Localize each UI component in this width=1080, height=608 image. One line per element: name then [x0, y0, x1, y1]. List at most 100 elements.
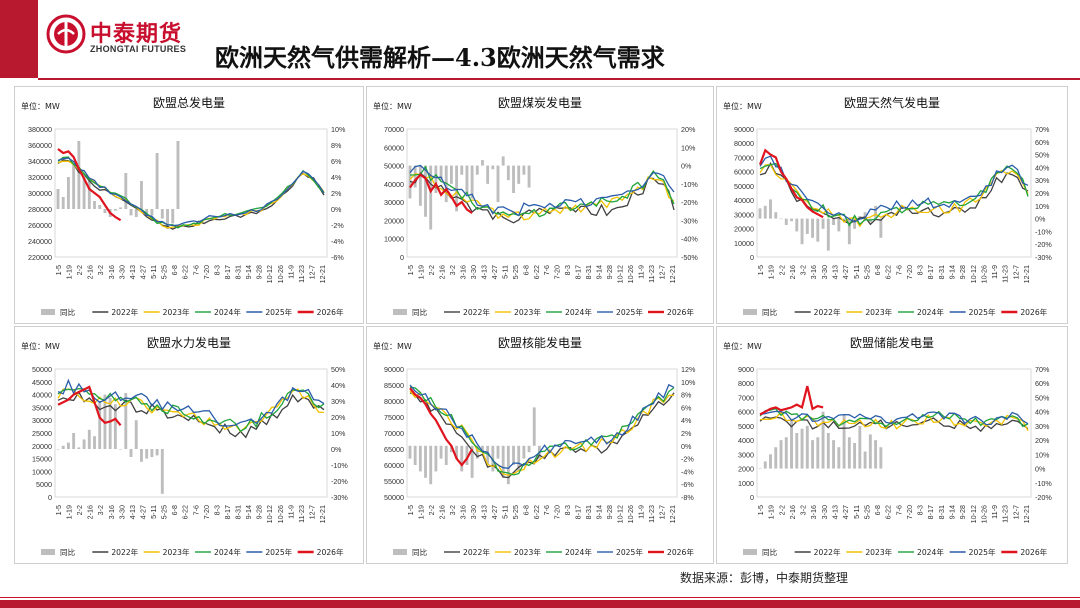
y2-tick-label: 50%	[1035, 393, 1050, 402]
chart-panel-coal: 欧盟煤炭发电量 单位：MW 0 10000 20000 30000 40000 50000 60…	[366, 86, 714, 324]
x-tick-label: 4-13	[479, 265, 488, 279]
series-line-2025	[57, 378, 325, 427]
yoy-bar	[832, 218, 836, 225]
y-tick-label: 340000	[28, 157, 52, 166]
y-tick-label: 10000	[384, 235, 404, 244]
yoy-bar	[429, 445, 433, 485]
x-tick-label: 9-28	[958, 265, 967, 279]
yoy-bar	[72, 433, 76, 449]
y2-tick-label: 60%	[1035, 379, 1050, 388]
x-tick-label: 3-16	[107, 505, 116, 519]
x-tick-label: 8-17	[574, 265, 583, 279]
x-tick-label: 6-8	[521, 265, 530, 275]
yoy-bar	[501, 445, 505, 478]
legend-label: 2024年	[565, 547, 592, 557]
x-tick-label: 8-3	[212, 505, 221, 515]
yoy-bar	[763, 205, 767, 219]
yoy-bar	[795, 433, 799, 469]
y-tick-label: 40000	[384, 180, 404, 189]
y2-tick-label: 20%	[681, 125, 696, 134]
x-tick-label: 1-5	[756, 265, 765, 275]
x-tick-label: 6-22	[532, 505, 541, 519]
y-tick-label: 50000	[384, 162, 404, 171]
y2-tick-label: -50%	[681, 253, 698, 262]
chart-title: 欧盟总发电量	[153, 95, 225, 110]
yoy-bar	[763, 461, 767, 469]
x-tick-label: 1-19	[416, 265, 425, 279]
title-divider	[38, 78, 1080, 80]
x-tick-label: 4-27	[490, 265, 499, 279]
x-tick-label: 5-25	[862, 505, 871, 519]
yoy-bar	[826, 433, 830, 469]
x-tick-label: 3-2	[799, 265, 808, 275]
y2-tick-label: -2%	[331, 221, 344, 230]
yoy-bar	[470, 165, 474, 199]
y2-tick-label: -4%	[681, 467, 694, 476]
y2-tick-label: -20%	[1035, 240, 1052, 249]
yoy-bar	[160, 209, 164, 219]
x-tick-label: 7-6	[542, 265, 551, 275]
y-tick-label: 320000	[28, 173, 52, 182]
yoy-bar	[506, 165, 510, 181]
yoy-bar	[103, 209, 107, 213]
x-tick-label: 3-16	[107, 265, 116, 279]
yoy-bar	[847, 437, 851, 469]
y2-tick-label: 4%	[681, 416, 692, 425]
x-tick-label: 1-5	[406, 505, 415, 515]
y2-tick-label: 20%	[331, 413, 346, 422]
x-tick-label: 6-8	[170, 505, 179, 515]
x-tick-label: 5-11	[500, 505, 509, 519]
series-line-2024	[759, 408, 1029, 428]
x-tick-label: 1-19	[767, 505, 776, 519]
x-tick-label: 9-28	[605, 505, 614, 519]
yoy-bar	[506, 445, 510, 485]
series-line-2023	[409, 390, 675, 476]
legend-label: 2025年	[265, 307, 292, 317]
x-tick-label: 3-30	[820, 505, 829, 519]
series-line-2026	[409, 387, 474, 467]
x-tick-label: 8-17	[223, 265, 232, 279]
yoy-bar	[124, 173, 128, 209]
footer-accent-bar	[0, 600, 1080, 608]
y2-tick-label: -2%	[681, 455, 694, 464]
legend-label: 同比	[762, 547, 778, 557]
yoy-bar	[522, 165, 526, 175]
plot-area	[54, 128, 328, 258]
y2-tick-label: -10%	[1035, 227, 1052, 236]
x-tick-label: 4-27	[138, 505, 147, 519]
chart-gas-svg: 欧盟天然气发电量 单位：MW 0 10000 20000 30000 40000 50000 6…	[723, 95, 1052, 317]
x-tick-label: 7-6	[894, 265, 903, 275]
yoy-bar	[77, 447, 81, 449]
yoy-bar	[863, 212, 867, 219]
x-tick-label: 6-22	[181, 265, 190, 279]
x-tick-label: 11-23	[647, 265, 656, 283]
chart-hydro-svg: 欧盟水力发电量 单位：MW 0 5000 10000 15000 20000 25000 300…	[21, 335, 348, 557]
plot-area	[756, 128, 1032, 258]
x-tick-label: 12-21	[318, 265, 327, 283]
y-tick-label: 70000	[734, 153, 754, 162]
yoy-bar	[774, 447, 778, 469]
yoy-bar	[444, 445, 448, 465]
y-tick-label: 280000	[28, 205, 52, 214]
yoy-bar	[82, 439, 86, 449]
x-tick-label: 2-16	[788, 505, 797, 519]
yoy-bar	[429, 165, 433, 230]
yoy-bar	[475, 165, 479, 175]
x-tick-label: 11-23	[297, 265, 306, 283]
y-tick-label: 45000	[32, 378, 52, 387]
x-tick-label: 11-9	[637, 505, 646, 519]
x-tick-label: 9-28	[605, 265, 614, 279]
x-tick-label: 10-12	[616, 505, 625, 523]
x-tick-label: 8-17	[223, 505, 232, 519]
x-tick-label: 11-23	[297, 505, 306, 523]
yoy-bar	[470, 445, 474, 478]
y-tick-label: 50000	[734, 182, 754, 191]
y2-tick-label: -10%	[1035, 479, 1052, 488]
y-tick-label: 15000	[32, 455, 52, 464]
x-tick-label: 12-7	[307, 505, 316, 519]
x-tick-label: 8-3	[212, 265, 221, 275]
y2-tick-label: 6%	[331, 157, 342, 166]
y2-tick-label: 20%	[1035, 189, 1050, 198]
y-tick-label: 9000	[738, 365, 754, 374]
x-tick-label: 7-20	[905, 505, 914, 519]
